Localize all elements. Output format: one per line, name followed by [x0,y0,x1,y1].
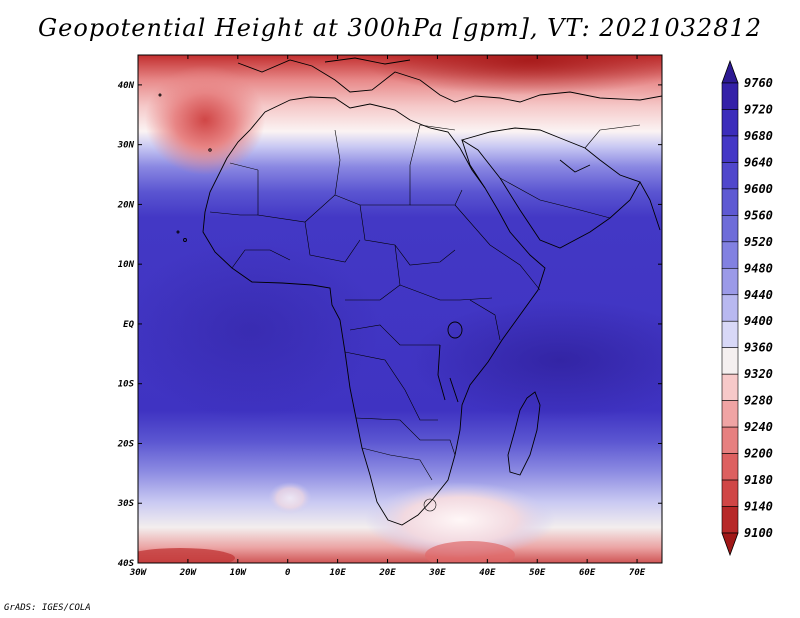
grads-credit: GrADS: IGES/COLA [4,603,91,613]
chart-title: Geopotential Height at 300hPa [gpm], VT:… [38,14,762,42]
colorbar-level-label: 9520 [744,235,773,249]
colorbar-swatch [721,400,739,428]
coastlines [158,57,662,526]
europe-coastline [237,59,662,103]
lon-tick-label: 20E [378,568,396,578]
latitude-labels: 40N 30N 20N 10N EQ 10S 20S 30S 40S [117,81,135,569]
colorbar-level-label: 9100 [744,526,773,540]
colorbar-swatch [721,373,739,401]
colorbar-level-label: 9760 [744,76,773,90]
lat-tick-label: 30S [117,499,135,509]
colorbar-level-label: 9280 [744,394,773,408]
lon-tick-label: 70E [629,568,646,578]
colorbar-swatch [721,267,739,296]
colorbar-level-label: 9440 [744,288,773,302]
lon-tick-label: 50E [529,568,546,578]
lat-tick-label: 30N [117,141,135,151]
height-field [138,55,662,563]
colorbar-level-label: 9400 [744,314,773,328]
colorbar-swatch [721,506,739,534]
lon-tick-label: 0 [285,568,291,578]
colorbar-level-label: 9720 [744,102,773,116]
colorbar-swatch [721,135,739,163]
colorbar-level-label: 9200 [744,447,773,461]
colorbar-level-label: 9320 [744,367,773,381]
colorbar-level-label: 9240 [744,420,773,434]
africa-coastline [202,96,546,526]
colorbar: 9760 9720 9680 9640 9600 9560 9520 9480 9440 9400… [721,59,773,557]
colorbar-swatch [721,82,739,110]
longitude-labels: 30W 20W 10W 0 10E 20E 30E 40E 50E 60E 70E [129,568,646,578]
colorbar-level-label: 9600 [744,182,773,196]
colorbar-swatch [721,215,739,243]
lon-tick-label: 30W [129,568,148,578]
colorbar-top-arrow [721,59,739,84]
colorbar-level-label: 9560 [744,208,773,222]
lat-tick-label: EQ [123,320,134,330]
colorbar-swatch [721,347,739,375]
colorbar-swatch [721,109,739,137]
lon-tick-label: 10E [329,568,346,578]
lat-tick-label: 20N [117,200,135,210]
lat-tick-label: 10S [118,380,135,390]
lat-tick-label: 40N [118,81,135,91]
lon-tick-label: 40E [479,568,496,578]
colorbar-swatch [721,320,739,349]
lon-tick-label: 60E [579,568,596,578]
colorbar-level-label: 9640 [744,155,773,169]
lon-tick-label: 20W [179,568,198,578]
colorbar-swatch [721,479,739,507]
colorbar-level-label: 9360 [744,341,773,355]
arabia-coastline [460,127,641,249]
lon-tick-label: 10W [230,568,248,578]
colorbar-swatch [721,162,739,190]
colorbar-swatch [721,188,739,216]
colorbar-bottom-arrow [721,532,739,557]
colorbar-level-label: 9180 [744,473,773,487]
colorbar-swatch [721,294,739,322]
lat-tick-label: 10N [118,260,135,270]
lat-tick-label: 40S [118,559,135,569]
lon-tick-label: 30E [428,568,446,578]
colorbar-level-label: 9480 [744,261,773,275]
axis-ticks [137,55,662,564]
colorbar-level-label: 9140 [744,500,773,514]
colorbar-swatch [721,426,739,454]
madagascar-coastline [507,391,541,476]
colorbar-level-label: 9680 [744,129,773,143]
colorbar-swatch [721,453,739,481]
colorbar-swatch [721,241,739,269]
map-frame [137,54,663,564]
lat-tick-label: 20S [117,439,135,449]
country-borders [209,124,641,512]
